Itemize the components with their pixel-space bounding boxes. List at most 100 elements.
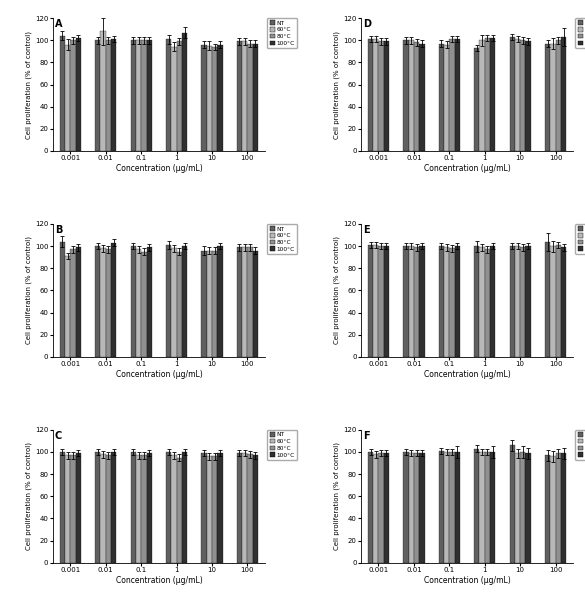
Bar [65,456,70,563]
Bar [403,246,408,357]
Bar [403,452,408,563]
Bar [556,453,561,563]
Bar [480,247,485,357]
Y-axis label: Cell proliferation (% of control): Cell proliferation (% of control) [334,442,340,551]
Bar [136,41,141,151]
Bar [207,250,212,357]
Bar [419,44,425,151]
Bar [70,456,75,563]
Text: C: C [55,431,62,441]
Bar [444,45,449,151]
Bar [111,452,116,563]
Bar [520,452,525,563]
Bar [141,252,146,357]
Text: A: A [55,19,62,30]
Bar [378,41,384,151]
Bar [75,247,81,357]
X-axis label: Concentration (µg/mL): Concentration (µg/mL) [424,370,511,379]
Y-axis label: Cell proliferation (% of control): Cell proliferation (% of control) [26,237,32,344]
Bar [561,247,566,357]
Bar [474,449,480,563]
Bar [419,246,425,357]
Y-axis label: Cell proliferation (% of control): Cell proliferation (% of control) [26,442,32,551]
Bar [556,41,561,151]
Bar [171,248,177,357]
Legend: NT, 60°C, 80°C, 100°C: NT, 60°C, 80°C, 100°C [267,224,297,254]
Bar [253,44,258,151]
Bar [212,47,218,151]
Bar [368,452,373,563]
Legend: NT, 60°C, 80°C, 100°C: NT, 60°C, 80°C, 100°C [576,430,585,460]
Bar [373,454,378,563]
Bar [177,41,182,151]
Bar [65,256,70,357]
Bar [70,41,75,151]
Bar [253,250,258,357]
Bar [414,247,419,357]
Bar [490,38,495,151]
Bar [550,456,556,563]
Bar [510,445,515,563]
Bar [247,44,253,151]
Legend: NT, 60°C, 80°C, 100°C: NT, 60°C, 80°C, 100°C [267,430,297,460]
Bar [101,31,106,151]
Bar [136,456,141,563]
Bar [419,453,425,563]
Bar [556,245,561,357]
Bar [242,453,247,563]
Bar [253,456,258,563]
Bar [95,41,101,151]
Bar [182,452,187,563]
Bar [525,41,531,151]
Bar [510,246,515,357]
Text: E: E [363,225,370,235]
Bar [218,453,223,563]
Bar [373,39,378,151]
Bar [130,452,136,563]
Bar [201,453,207,563]
Bar [414,453,419,563]
Bar [490,452,495,563]
Bar [201,45,207,151]
Bar [561,37,566,151]
Bar [101,248,106,357]
Bar [368,245,373,357]
Bar [237,247,242,357]
Bar [106,249,111,357]
Bar [525,246,531,357]
Legend: NT, 60°C, 80°C, 100°C: NT, 60°C, 80°C, 100°C [267,18,297,48]
Bar [111,243,116,357]
Bar [212,456,218,563]
X-axis label: Concentration (µg/mL): Concentration (µg/mL) [424,575,511,584]
Bar [136,249,141,357]
Y-axis label: Cell proliferation (% of control): Cell proliferation (% of control) [26,30,32,139]
Bar [242,41,247,151]
Bar [95,246,101,357]
Y-axis label: Cell proliferation (% of control): Cell proliferation (% of control) [334,30,340,139]
Bar [455,452,460,563]
Bar [384,453,389,563]
X-axis label: Concentration (µg/mL): Concentration (µg/mL) [424,164,511,173]
Bar [378,453,384,563]
Bar [75,38,81,151]
Bar [60,36,65,151]
Bar [70,249,75,357]
Bar [60,452,65,563]
Bar [449,248,455,357]
Bar [171,456,177,563]
Bar [550,246,556,357]
Bar [474,48,480,151]
Bar [166,39,171,151]
Legend: NT, 60°C, 80°C, 100°C: NT, 60°C, 80°C, 100°C [576,18,585,48]
Bar [201,250,207,357]
Bar [444,247,449,357]
Bar [65,45,70,151]
Bar [485,249,490,357]
Bar [101,454,106,563]
Bar [490,246,495,357]
Bar [141,456,146,563]
Bar [95,452,101,563]
Bar [520,247,525,357]
Bar [510,37,515,151]
Bar [485,38,490,151]
